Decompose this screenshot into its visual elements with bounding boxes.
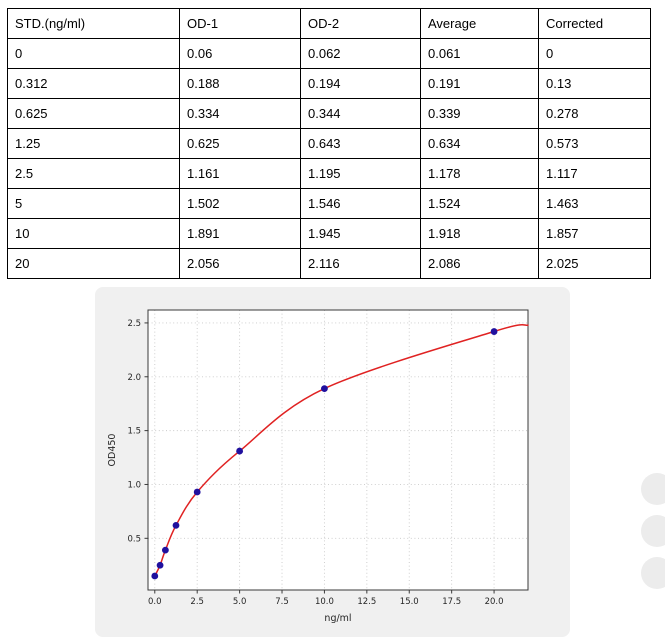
x-tick-label: 5.0 bbox=[233, 597, 247, 607]
decorative-circle bbox=[641, 557, 665, 589]
x-axis-label: ng/ml bbox=[324, 613, 351, 624]
data-point bbox=[156, 561, 164, 569]
table-cell: 0.573 bbox=[538, 128, 651, 159]
data-point bbox=[151, 572, 159, 580]
table-cell: 0.312 bbox=[7, 68, 180, 99]
axes-border bbox=[147, 309, 529, 591]
table-cell: 0.13 bbox=[538, 68, 651, 99]
column-header-2: OD-2 bbox=[300, 8, 421, 39]
x-tick-label: 7.5 bbox=[275, 597, 289, 607]
table-cell: 0.334 bbox=[179, 98, 301, 129]
table-cell: 0.062 bbox=[300, 38, 421, 69]
table-cell: 0.344 bbox=[300, 98, 421, 129]
x-tick-label: 20.0 bbox=[485, 597, 504, 607]
table-cell: 20 bbox=[7, 248, 180, 279]
table-cell: 0.191 bbox=[420, 68, 539, 99]
table-cell: 0.643 bbox=[300, 128, 421, 159]
table-row: 10 1.891 1.945 1.918 1.857 bbox=[7, 218, 651, 249]
data-point bbox=[236, 447, 244, 455]
standard-curve-chart: 0.0 2.5 5.0 7.5 10.0 12.5 15.0 17.5 20.0 0.5 1.0 1.… bbox=[107, 309, 529, 624]
table-cell: 10 bbox=[7, 218, 180, 249]
table-cell: 1.546 bbox=[300, 188, 421, 219]
table-cell: 0.06 bbox=[179, 38, 301, 69]
data-point bbox=[172, 521, 180, 529]
table-cell: 0.188 bbox=[179, 68, 301, 99]
x-tick-label: 2.5 bbox=[190, 597, 204, 607]
table-row: 2.5 1.161 1.195 1.178 1.117 bbox=[7, 158, 651, 189]
table-cell: 1.891 bbox=[179, 218, 301, 249]
table-cell: 0.625 bbox=[7, 98, 180, 129]
tick-marks bbox=[144, 322, 495, 594]
table-row: 0.312 0.188 0.194 0.191 0.13 bbox=[7, 68, 651, 99]
y-tick-label: 2.0 bbox=[127, 373, 141, 383]
table-cell: 0.278 bbox=[538, 98, 651, 129]
table-cell: 0 bbox=[538, 38, 651, 69]
table-cell: 0.194 bbox=[300, 68, 421, 99]
table-cell: 2.086 bbox=[420, 248, 539, 279]
table-cell: 1.195 bbox=[300, 158, 421, 189]
table-row: 0.625 0.334 0.344 0.339 0.278 bbox=[7, 98, 651, 129]
column-header-3: Average bbox=[420, 8, 539, 39]
table-cell: 1.918 bbox=[420, 218, 539, 249]
table-cell: 2.5 bbox=[7, 158, 180, 189]
standards-table: STD.(ng/ml) OD-1 OD-2 Average Corrected 0 0.0… bbox=[7, 8, 651, 279]
table-cell: 1.524 bbox=[420, 188, 539, 219]
x-tick-label: 15.0 bbox=[400, 597, 419, 607]
data-point bbox=[321, 385, 328, 393]
table-cell: 0.061 bbox=[420, 38, 539, 69]
table-cell: 0.625 bbox=[179, 128, 301, 159]
x-tick-label: 12.5 bbox=[357, 597, 376, 607]
fit-curve bbox=[154, 323, 529, 577]
table-cell: 1.117 bbox=[538, 158, 651, 189]
y-tick-label: 2.5 bbox=[127, 319, 141, 329]
table-row: 5 1.502 1.546 1.524 1.463 bbox=[7, 188, 651, 219]
table-cell: 1.463 bbox=[538, 188, 651, 219]
x-tick-label: 0.0 bbox=[148, 597, 162, 607]
y-axis-label: OD450 bbox=[107, 434, 118, 467]
column-header-0: STD.(ng/ml) bbox=[7, 8, 180, 39]
table-cell: 1.161 bbox=[179, 158, 301, 189]
decorative-circle bbox=[641, 515, 665, 547]
table-cell: 5 bbox=[7, 188, 180, 219]
data-points bbox=[151, 328, 498, 580]
table-cell: 2.056 bbox=[179, 248, 301, 279]
y-tick-label: 0.5 bbox=[127, 534, 141, 544]
plot-area bbox=[148, 310, 528, 590]
table-row: 0 0.06 0.062 0.061 0 bbox=[7, 38, 651, 69]
decorative-circle bbox=[641, 473, 665, 505]
table-cell: 1.857 bbox=[538, 218, 651, 249]
tick-labels: 0.0 2.5 5.0 7.5 10.0 12.5 15.0 17.5 20.0 0.5 1.0 1.… bbox=[127, 319, 503, 607]
table-row: 20 2.056 2.116 2.086 2.025 bbox=[7, 248, 651, 279]
table-cell: 1.502 bbox=[179, 188, 301, 219]
y-tick-label: 1.5 bbox=[127, 427, 141, 437]
table-cell: 2.116 bbox=[300, 248, 421, 279]
table-cell: 1.945 bbox=[300, 218, 421, 249]
data-point bbox=[161, 546, 169, 554]
column-header-1: OD-1 bbox=[179, 8, 301, 39]
data-point bbox=[193, 488, 201, 496]
table-cell: 1.178 bbox=[420, 158, 539, 189]
table-cell: 0.339 bbox=[420, 98, 539, 129]
table-cell: 1.25 bbox=[7, 128, 180, 159]
x-tick-label: 17.5 bbox=[442, 597, 461, 607]
data-point bbox=[490, 328, 498, 335]
table-header-row: STD.(ng/ml) OD-1 OD-2 Average Corrected bbox=[7, 8, 651, 39]
y-tick-label: 1.0 bbox=[127, 480, 141, 490]
x-tick-label: 10.0 bbox=[315, 597, 334, 607]
chart-panel: 0.0 2.5 5.0 7.5 10.0 12.5 15.0 17.5 20.0 0.5 1.0 1.… bbox=[95, 287, 570, 637]
column-header-4: Corrected bbox=[538, 8, 651, 39]
table-cell: 0.634 bbox=[420, 128, 539, 159]
table-row: 1.25 0.625 0.643 0.634 0.573 bbox=[7, 128, 651, 159]
table-cell: 0 bbox=[7, 38, 180, 69]
table-cell: 2.025 bbox=[538, 248, 651, 279]
